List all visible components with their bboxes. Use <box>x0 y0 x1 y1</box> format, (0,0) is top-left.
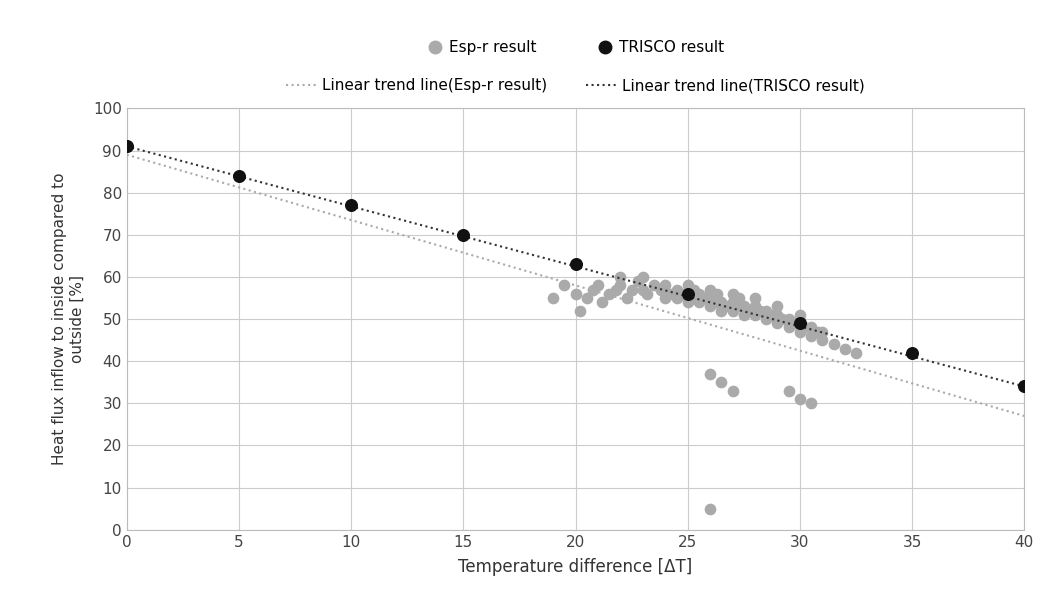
Point <box>691 297 708 307</box>
Point <box>735 310 752 320</box>
Point <box>635 272 652 282</box>
Point <box>545 293 562 303</box>
Point <box>675 289 692 299</box>
Point <box>342 200 359 210</box>
Point <box>679 289 696 299</box>
Point <box>585 285 602 294</box>
Point <box>787 318 804 328</box>
Point <box>691 289 708 299</box>
Point <box>724 289 741 299</box>
Point <box>619 293 636 303</box>
Point <box>230 171 247 181</box>
Point <box>701 504 718 514</box>
Point <box>713 306 730 315</box>
Point <box>769 310 786 320</box>
Point <box>747 293 763 303</box>
Point <box>751 306 768 315</box>
Point <box>758 306 775 315</box>
Point <box>668 285 685 294</box>
Point <box>118 141 135 151</box>
Point <box>701 285 718 294</box>
Point <box>742 306 759 315</box>
Point <box>713 297 730 307</box>
Point <box>657 293 674 303</box>
Point <box>792 327 809 337</box>
Point <box>814 335 831 345</box>
Point <box>780 314 797 324</box>
Point <box>657 281 674 290</box>
Point <box>567 289 584 299</box>
Point <box>765 310 781 320</box>
Point <box>735 302 752 311</box>
Point <box>803 331 819 341</box>
Point <box>724 297 741 307</box>
Point <box>769 302 786 311</box>
Point <box>809 327 826 337</box>
Point <box>623 285 640 294</box>
Point <box>724 386 741 396</box>
Point <box>701 302 718 311</box>
Point <box>645 281 662 290</box>
Point <box>684 293 701 303</box>
Point <box>697 293 714 303</box>
Point <box>607 285 624 294</box>
Point <box>803 323 819 332</box>
Point <box>629 276 646 286</box>
Point <box>758 314 775 324</box>
Point <box>455 230 472 240</box>
Point <box>679 297 696 307</box>
Point <box>780 386 797 396</box>
X-axis label: Temperature difference [ΔT]: Temperature difference [ΔT] <box>458 558 693 576</box>
Point <box>792 310 809 320</box>
Point <box>701 369 718 379</box>
Point <box>668 293 685 303</box>
Point <box>836 344 853 353</box>
Point <box>796 323 813 332</box>
Point <box>803 399 819 408</box>
Point <box>612 272 629 282</box>
Point <box>729 302 746 311</box>
Point <box>747 302 763 311</box>
Point <box>792 318 809 328</box>
Point <box>661 289 678 299</box>
Point <box>706 297 723 307</box>
Point <box>709 289 725 299</box>
Point <box>601 289 618 299</box>
Point <box>825 340 842 349</box>
Point <box>612 281 629 290</box>
Point <box>589 281 606 290</box>
Point <box>904 348 921 358</box>
Point <box>639 289 656 299</box>
Point <box>769 318 786 328</box>
Legend: Linear trend line(Esp-r result), Linear trend line(TRISCO result): Linear trend line(Esp-r result), Linear … <box>286 78 865 93</box>
Point <box>653 285 670 294</box>
Point <box>555 281 572 290</box>
Point <box>679 289 696 299</box>
Point <box>780 323 797 332</box>
Point <box>792 318 809 328</box>
Point <box>679 281 696 290</box>
Point <box>701 293 718 303</box>
Point <box>579 293 596 303</box>
Y-axis label: Heat flux inflow to inside compared to
outside [%]: Heat flux inflow to inside compared to o… <box>52 173 84 465</box>
Point <box>731 293 748 303</box>
Point <box>567 259 584 269</box>
Point <box>773 314 790 324</box>
Point <box>792 394 809 404</box>
Point <box>593 297 610 307</box>
Point <box>848 348 865 358</box>
Point <box>571 306 588 315</box>
Point <box>635 285 652 294</box>
Point <box>686 285 703 294</box>
Point <box>814 327 831 337</box>
Point <box>724 306 741 315</box>
Point <box>720 302 737 311</box>
Point <box>747 310 763 320</box>
Point <box>1016 382 1033 391</box>
Point <box>713 377 730 387</box>
